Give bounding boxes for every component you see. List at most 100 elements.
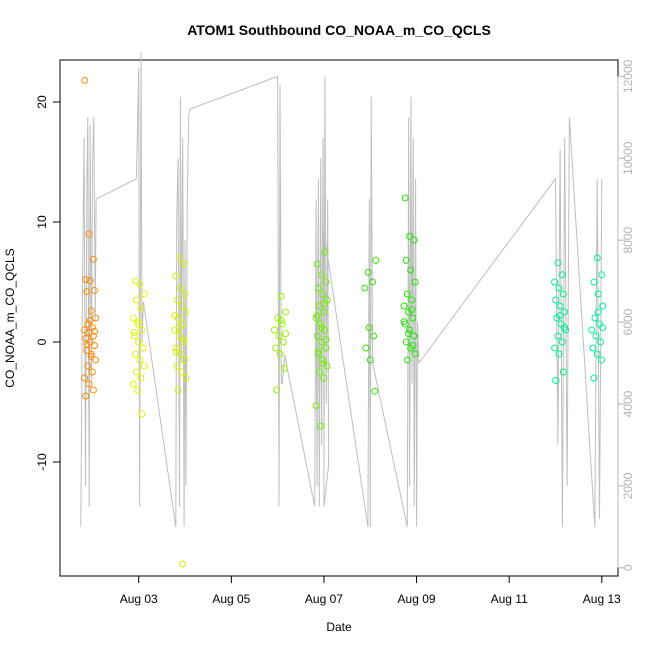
data-point <box>172 348 180 356</box>
data-point <box>136 280 144 288</box>
data-point <box>409 314 417 322</box>
data-point <box>313 312 321 320</box>
data-point <box>552 296 560 304</box>
data-point <box>138 410 146 418</box>
data-point <box>594 308 602 316</box>
data-point <box>88 368 96 376</box>
data-point <box>130 328 138 336</box>
data-point <box>364 268 372 276</box>
data-point <box>408 306 416 314</box>
data-point <box>175 332 183 340</box>
data-point <box>81 76 89 84</box>
data-point <box>131 277 139 285</box>
data-point <box>88 324 96 332</box>
left-y-axis: -10 0 10 20 <box>35 95 61 471</box>
data-point <box>313 260 321 268</box>
x-axis-tick-label: Aug 13 <box>583 592 621 606</box>
data-point <box>318 324 326 332</box>
data-point <box>319 360 327 368</box>
data-point <box>411 350 419 358</box>
data-point <box>590 278 598 286</box>
data-point <box>86 277 94 285</box>
data-point <box>403 356 411 364</box>
data-point <box>551 278 559 286</box>
data-point <box>138 326 146 334</box>
x-axis-tick-label: Aug 11 <box>491 592 528 606</box>
data-point <box>323 296 331 304</box>
data-point <box>182 308 190 316</box>
x-axis: Aug 03 Aug 05 Aug 07 Aug 09 Aug 11 Aug 13 <box>120 575 621 606</box>
data-point <box>178 302 185 310</box>
data-point <box>131 350 139 358</box>
data-point <box>130 332 138 340</box>
data-point <box>321 300 329 308</box>
data-point <box>400 302 408 310</box>
data-point <box>181 290 189 298</box>
data-point <box>317 320 324 328</box>
data-point <box>317 422 324 430</box>
data-point <box>175 254 183 262</box>
data-point <box>411 278 419 286</box>
data-point <box>555 284 563 292</box>
data-point <box>593 350 601 358</box>
data-point <box>173 362 181 370</box>
data-point <box>82 276 90 284</box>
right-axis-tick-label: 12000 <box>621 59 635 93</box>
data-point <box>181 356 189 364</box>
chart-title: ATOM1 Southbound CO_NOAA_m_CO_QCLS <box>187 22 491 38</box>
x-axis-tick-label: Aug 03 <box>120 592 158 606</box>
data-point <box>314 350 322 358</box>
data-point <box>172 344 180 352</box>
data-point <box>87 350 95 358</box>
data-point <box>555 350 563 358</box>
data-point <box>556 312 564 320</box>
data-point <box>176 284 184 292</box>
data-point <box>277 316 285 324</box>
data-point <box>87 352 95 360</box>
data-point <box>83 340 91 348</box>
data-point <box>591 314 599 322</box>
data-point <box>556 302 564 310</box>
x-axis-tick-label: Aug 07 <box>305 592 343 606</box>
data-point <box>276 350 284 358</box>
data-point <box>133 296 140 304</box>
data-point <box>91 327 98 335</box>
right-axis-tick-label: 2000 <box>621 472 635 499</box>
data-point <box>140 290 148 298</box>
data-point <box>401 194 409 202</box>
data-point <box>319 356 327 364</box>
right-axis-tick-label: 0 <box>621 564 635 571</box>
data-point <box>84 362 92 370</box>
scatter-points-layer <box>81 76 607 568</box>
data-point <box>278 320 286 328</box>
data-point <box>89 255 97 263</box>
x-axis-tick-label: Aug 09 <box>398 592 436 606</box>
data-point <box>403 290 411 298</box>
data-point <box>554 259 562 267</box>
data-point <box>400 318 408 326</box>
data-point <box>137 374 145 382</box>
data-point <box>366 356 374 364</box>
data-point <box>554 332 562 340</box>
data-point <box>136 356 144 364</box>
data-point <box>180 260 188 268</box>
data-point <box>312 402 320 410</box>
data-point <box>140 362 148 370</box>
data-point <box>182 374 190 382</box>
data-point <box>594 290 602 298</box>
data-point <box>280 364 288 372</box>
data-point <box>552 376 560 384</box>
data-point <box>558 338 566 346</box>
right-axis-tick-label: 10000 <box>621 141 635 175</box>
data-point <box>83 288 91 296</box>
data-point <box>84 320 92 328</box>
data-point <box>179 560 187 568</box>
right-axis-tick-label: 6000 <box>621 308 635 335</box>
data-point <box>593 254 601 262</box>
secondary-series-line <box>80 51 603 528</box>
data-point <box>89 332 97 340</box>
secondary-line-layer <box>80 51 603 528</box>
y-axis-label: CO_NOAA_m_CO_QCLS <box>3 248 17 387</box>
data-point <box>174 386 182 394</box>
data-point <box>320 308 328 316</box>
